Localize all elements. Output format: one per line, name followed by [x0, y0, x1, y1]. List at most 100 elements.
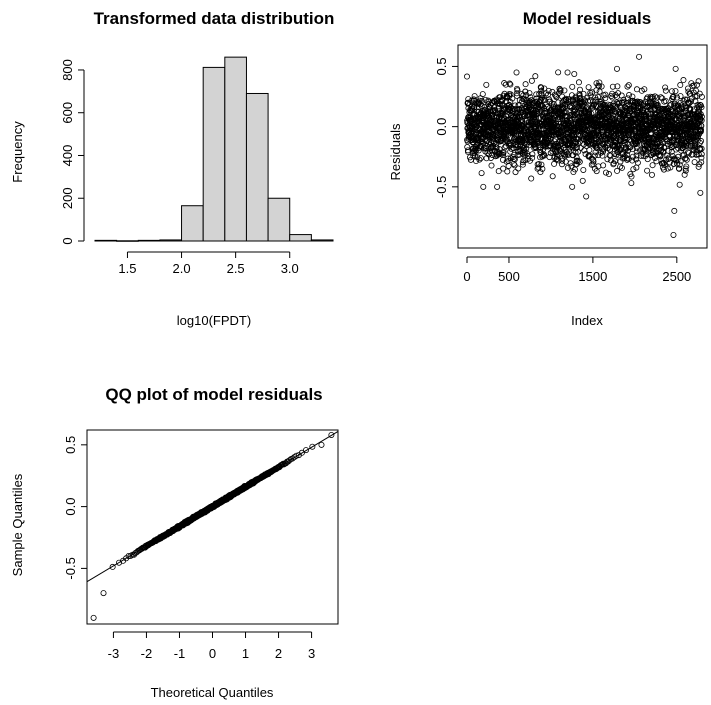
residual-point — [630, 166, 637, 173]
qq-x-tick-label: 1 — [242, 646, 249, 661]
residual-point — [609, 83, 616, 90]
residuals-plot-frame — [457, 44, 708, 249]
qq-outlier-point — [318, 441, 325, 448]
residual-point — [681, 171, 688, 178]
residual-point — [633, 152, 640, 159]
residual-point — [548, 108, 555, 115]
residual-point — [523, 145, 530, 152]
residual-point — [569, 183, 576, 190]
residual-point — [694, 137, 701, 144]
histogram-y-axis: 0 200 400 600 800 — [60, 59, 85, 245]
residual-point — [660, 166, 667, 173]
residuals-y-tick-label: 0.5 — [434, 57, 449, 75]
residual-point — [680, 151, 687, 158]
residual-point — [687, 98, 694, 105]
residual-point — [522, 88, 529, 95]
residual-point — [617, 163, 624, 170]
histogram-x-tick-label: 2.5 — [227, 261, 245, 276]
residual-point — [502, 126, 509, 133]
residual-point — [624, 151, 631, 158]
residual-point — [695, 78, 702, 85]
histogram-bar — [137, 239, 161, 242]
residual-point — [536, 108, 543, 115]
residuals-panel: Model residuals Index Residuals 0 500 1500… — [388, 9, 708, 328]
residual-point — [644, 156, 651, 163]
histogram-y-tick-label: 600 — [60, 102, 75, 124]
residual-point — [698, 154, 705, 161]
histogram-y-tick-label: 800 — [60, 59, 75, 81]
residual-point — [668, 101, 675, 108]
residual-point — [600, 162, 607, 169]
residual-point — [684, 85, 691, 92]
residual-point — [502, 81, 509, 88]
residual-point — [605, 171, 612, 178]
residual-point — [504, 155, 511, 162]
qq-outlier-point — [90, 614, 97, 621]
residual-point — [573, 154, 580, 161]
residuals-y-tick-label: -0.5 — [434, 176, 449, 198]
residual-point — [697, 126, 704, 133]
residual-point — [582, 104, 589, 111]
residual-point — [489, 147, 496, 154]
residual-point — [590, 158, 597, 165]
qq-point — [309, 443, 316, 450]
residual-point — [641, 86, 648, 93]
residual-point — [624, 83, 631, 90]
residual-point — [677, 82, 684, 89]
qq-point — [289, 455, 296, 462]
residual-point — [549, 173, 556, 180]
residual-point — [538, 84, 545, 91]
residual-point — [670, 93, 677, 100]
residual-point — [698, 159, 705, 166]
residual-point — [695, 163, 702, 170]
residual-point — [633, 164, 640, 171]
residual-point — [607, 152, 614, 159]
residual-point — [561, 87, 568, 94]
qq-points — [90, 431, 335, 621]
residual-point — [661, 145, 668, 152]
residual-point — [555, 69, 562, 76]
residual-point — [510, 155, 517, 162]
qq-x-axis: -3 -2 -1 0 1 2 3 — [108, 631, 315, 661]
residual-point — [480, 183, 487, 190]
residual-point — [465, 96, 472, 103]
residual-point — [612, 108, 619, 115]
residual-point — [586, 147, 593, 154]
residual-point — [657, 94, 664, 101]
residual-point — [674, 156, 681, 163]
residual-point — [516, 151, 523, 158]
residual-point — [532, 111, 539, 118]
residuals-x-tick-label: 0 — [463, 269, 470, 284]
residual-point — [587, 92, 594, 99]
residual-point — [483, 81, 490, 88]
residual-point — [478, 98, 485, 105]
residual-point — [683, 156, 690, 163]
residual-outlier-point — [697, 189, 704, 196]
residual-point — [698, 151, 705, 158]
qq-reference-line-segment — [86, 431, 339, 583]
residual-point — [528, 175, 535, 182]
residual-point — [625, 82, 632, 89]
histogram-ylabel: Frequency — [10, 121, 25, 183]
residual-point — [614, 167, 621, 174]
qq-point — [125, 553, 132, 560]
residuals-x-tick-label: 1500 — [578, 269, 607, 284]
residual-point — [685, 99, 692, 106]
residual-point — [511, 156, 518, 163]
histogram-bar — [267, 197, 291, 242]
residual-point — [564, 69, 571, 76]
residual-point — [520, 112, 527, 119]
residual-point — [529, 151, 536, 158]
residual-point — [507, 148, 514, 155]
residual-point — [601, 101, 608, 108]
residual-point — [662, 84, 669, 91]
residual-point — [649, 162, 656, 169]
residual-point — [533, 114, 540, 121]
residual-point — [602, 91, 609, 98]
residual-point — [668, 88, 675, 95]
qq-x-tick-label: -1 — [174, 646, 186, 661]
residual-point — [529, 154, 536, 161]
histogram-bar — [94, 239, 118, 242]
residuals-y-tick-label: 0.0 — [434, 118, 449, 136]
residual-outlier-point — [583, 193, 590, 200]
